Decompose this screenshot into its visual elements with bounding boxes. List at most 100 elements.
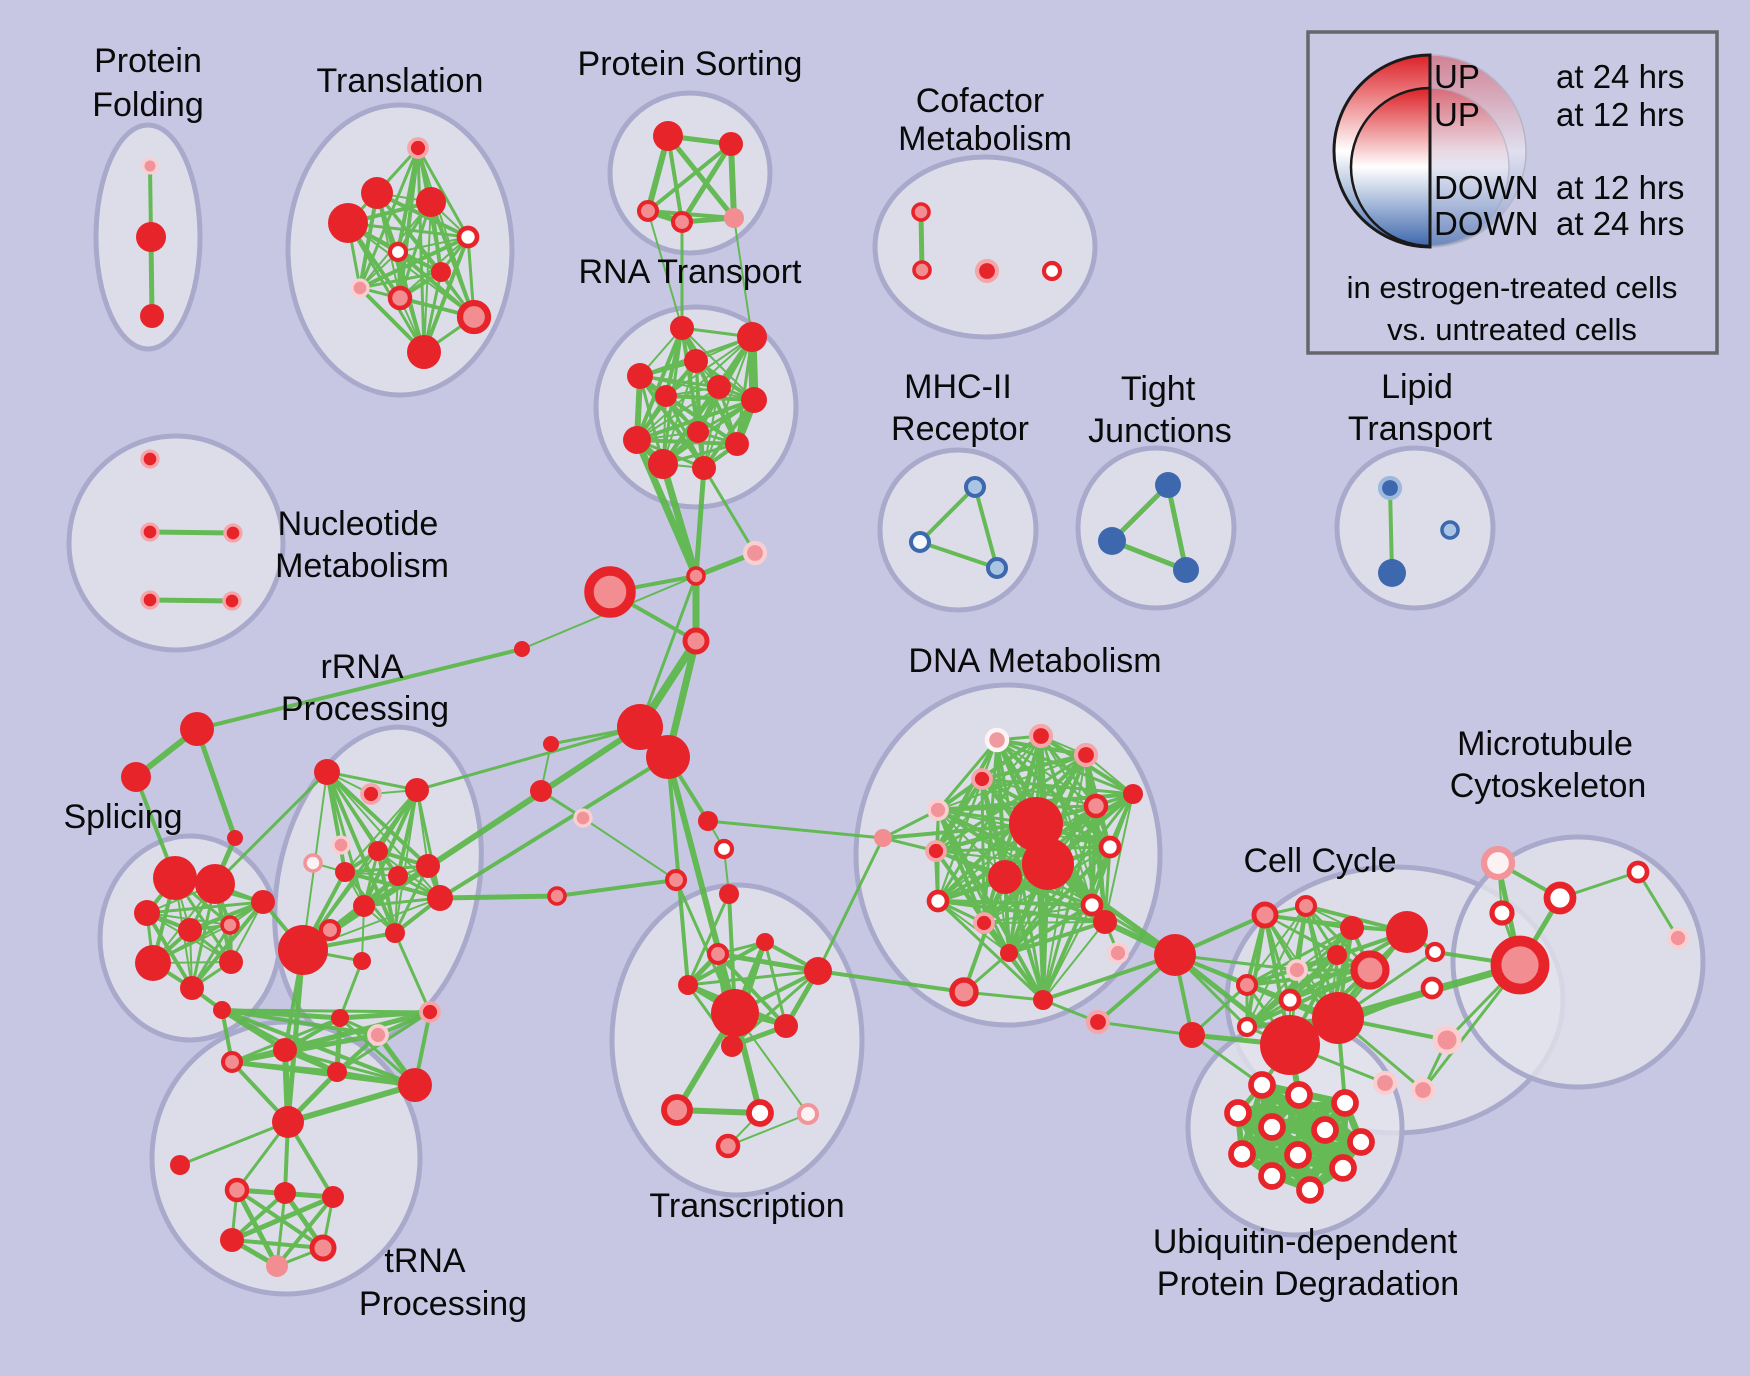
node-s8 <box>219 950 243 974</box>
edge <box>415 725 642 792</box>
node-s7 <box>180 976 204 1000</box>
edge <box>1245 968 1372 987</box>
edge <box>344 789 418 873</box>
edge <box>437 893 560 901</box>
edge <box>343 870 442 900</box>
cluster-label-trna-processing: tRNA <box>384 1242 466 1280</box>
edge <box>582 817 677 881</box>
edge <box>394 789 418 934</box>
node-mt5 <box>1490 935 1550 995</box>
node-ps2 <box>719 132 743 156</box>
node-s1 <box>153 856 197 900</box>
node-ps5 <box>724 208 744 228</box>
node-s6 <box>135 945 171 981</box>
edge <box>415 788 442 900</box>
node-d7 <box>925 840 947 862</box>
node-c12 <box>1432 1025 1462 1055</box>
edge <box>283 1048 417 1087</box>
node-rr8 <box>388 866 408 886</box>
node-u12 <box>1296 1176 1324 1204</box>
cluster-label-protein-sorting: Protein Sorting <box>578 45 803 83</box>
edge <box>983 904 1093 924</box>
edge <box>438 755 670 900</box>
node-s5 <box>220 915 240 935</box>
node-s4 <box>178 918 202 942</box>
edge <box>1045 861 1178 958</box>
edge <box>665 336 753 397</box>
node-r2 <box>737 322 767 352</box>
node-h5 <box>617 704 663 750</box>
edge <box>325 770 430 868</box>
cluster-label-ubiquitin-degradation: Protein Degradation <box>1157 1265 1459 1303</box>
edge <box>1246 931 1408 986</box>
edge <box>918 485 977 544</box>
node-r3 <box>684 349 708 373</box>
cluster-label-translation: Translation <box>317 62 484 100</box>
node-u5 <box>1258 1113 1286 1141</box>
cluster-label-microtubule-cytoskeleton: Cytoskeleton <box>1450 767 1647 805</box>
cluster-label-transcription: Transcription <box>649 1187 844 1225</box>
node-u8 <box>1228 1140 1256 1168</box>
node-t2 <box>361 177 393 209</box>
edge <box>151 900 265 965</box>
cluster-ellipse-tight-junctions <box>1075 445 1237 611</box>
edge <box>325 770 419 792</box>
edge <box>178 1120 290 1167</box>
edge <box>665 754 738 1016</box>
node-u3 <box>1331 1089 1359 1117</box>
node-m6 <box>530 780 552 802</box>
node-c7 <box>1350 950 1390 990</box>
edge <box>636 336 753 441</box>
node-rr10 <box>427 885 453 911</box>
node-r5 <box>707 375 731 399</box>
edge <box>647 210 683 329</box>
node-d23 <box>1085 1009 1111 1035</box>
node-d8 <box>1009 797 1063 851</box>
cluster-label-rrna-processing: Processing <box>281 690 449 728</box>
node-x3 <box>706 942 730 966</box>
cluster-ellipse-mhc-ii-receptor <box>877 447 1039 613</box>
edge <box>1636 870 1680 940</box>
edge <box>190 900 265 990</box>
cluster-ellipse-nucleotide-metabolism <box>66 433 286 653</box>
node-u2 <box>1285 1081 1313 1109</box>
node-mt7 <box>1626 860 1650 884</box>
edge <box>1042 846 1111 1001</box>
node-x1 <box>678 975 698 995</box>
cluster-ellipse-microtubule-cytoskeleton <box>1450 834 1706 1090</box>
edge <box>763 940 788 1028</box>
node-t5 <box>456 225 480 249</box>
label-layer: Protein Folding Translation Protein Sorting… <box>63 42 1646 1323</box>
node-x11 <box>715 1133 741 1159</box>
node-c5 <box>1286 959 1308 981</box>
node-tn3 <box>274 1182 296 1204</box>
node-c8 <box>1278 988 1302 1012</box>
node-x8 <box>661 1094 693 1126</box>
node-lp2 <box>1378 559 1406 587</box>
cluster-label-protein-folding: Protein <box>94 42 202 80</box>
node-g2 <box>1312 992 1364 1044</box>
edge <box>343 864 430 874</box>
node-r8 <box>687 421 709 443</box>
node-t9 <box>387 285 413 311</box>
edge <box>693 465 707 579</box>
edge <box>362 788 419 908</box>
node-h2 <box>742 540 768 566</box>
edge <box>635 438 739 446</box>
legend-time-3: at 24 hrs <box>1556 205 1684 242</box>
node-tn5 <box>220 1228 244 1252</box>
node-lp3 <box>1440 520 1460 540</box>
edge <box>147 597 235 604</box>
edge <box>275 1195 335 1268</box>
edge <box>1190 1033 1264 1087</box>
node-cc1 <box>1179 1022 1205 1048</box>
node-tnhub <box>272 1106 304 1138</box>
edge <box>275 1191 287 1268</box>
edge <box>973 485 999 570</box>
legend-time-0: at 24 hrs <box>1556 58 1684 95</box>
edge <box>816 969 966 994</box>
node-r12 <box>692 456 716 480</box>
cluster-label-cofactor-metabolism: Metabolism <box>898 120 1072 158</box>
node-pf1 <box>141 157 159 175</box>
node-d15 <box>926 889 950 913</box>
